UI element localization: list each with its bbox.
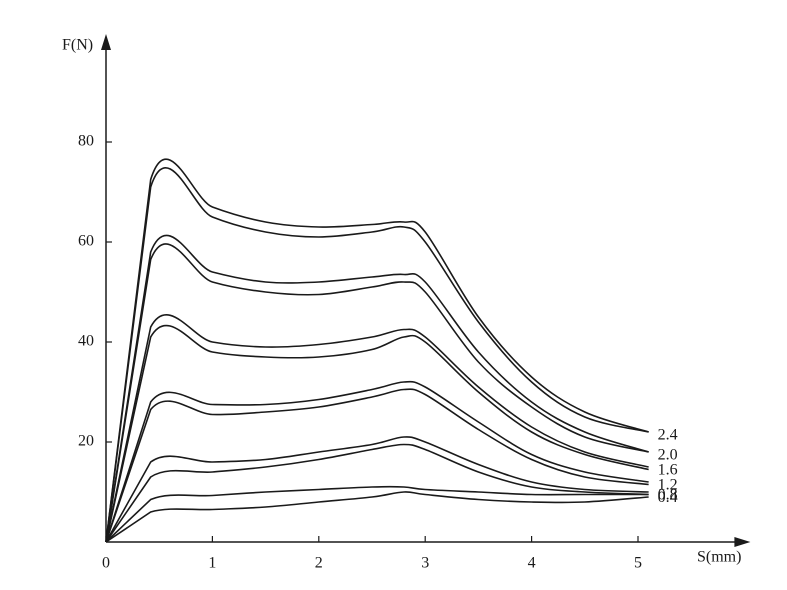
x-axis-label: S(mm) (697, 549, 741, 566)
line (105, 324, 649, 543)
line (105, 167, 649, 543)
x-tick-label: 3 (421, 555, 429, 572)
y-axis-label: F(N) (62, 37, 93, 54)
line (105, 158, 649, 543)
line (105, 388, 649, 543)
series-label: 1.6 (658, 462, 678, 479)
line (105, 234, 649, 543)
line (105, 443, 649, 543)
line (105, 243, 649, 543)
y-axis-arrow (101, 34, 111, 50)
series-label: 2.0 (658, 447, 678, 464)
line (105, 436, 649, 543)
series-label: 1.2 (658, 477, 678, 494)
series-label: 2.4 (658, 427, 678, 444)
line (105, 485, 649, 543)
y-tick-label: 40 (78, 333, 94, 350)
x-tick-label: 0 (102, 555, 110, 572)
y-tick-label: 60 (78, 233, 94, 250)
x-tick-label: 1 (208, 555, 216, 572)
series-label: 0.4 (658, 489, 678, 506)
line (105, 491, 649, 543)
y-tick-label: 80 (78, 133, 94, 150)
x-tick-label: 2 (315, 555, 323, 572)
line (105, 380, 649, 543)
series-label: 0.8 (658, 487, 678, 504)
x-tick-label: 5 (634, 555, 642, 572)
y-tick-label: 20 (78, 433, 94, 450)
x-tick-label: 4 (528, 555, 536, 572)
line (105, 313, 649, 543)
x-axis-arrow (734, 537, 751, 547)
